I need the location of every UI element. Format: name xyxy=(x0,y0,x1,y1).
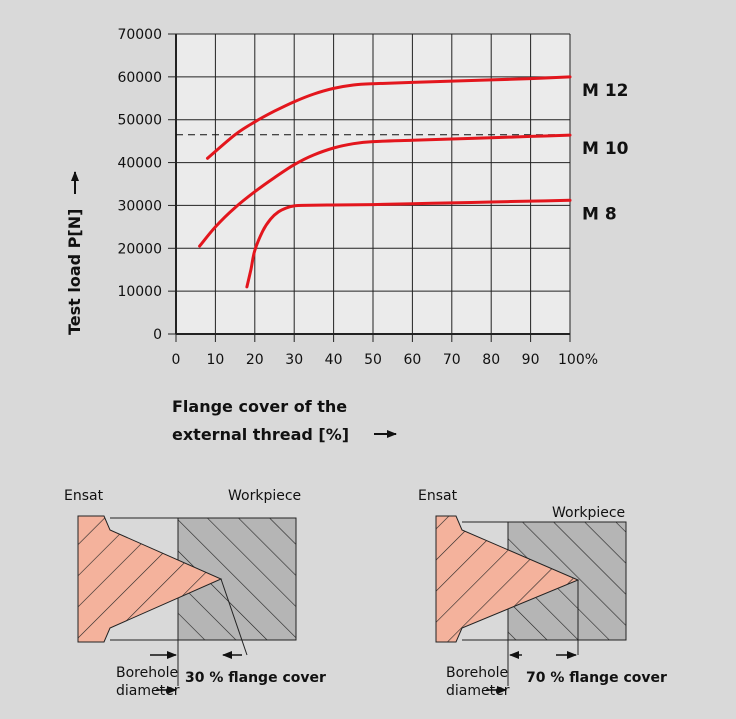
y-tick-label: 70000 xyxy=(117,27,162,43)
flange-cover-label: 70 % flange cover xyxy=(526,670,667,686)
test-load-chart: 0 10 20 30 40 50 60 70 80 90 100% 0 10000 20000 30000… xyxy=(65,27,629,444)
x-tick-label: 0 xyxy=(172,352,181,368)
ensat-label: Ensat xyxy=(418,488,458,504)
x-tick-label: 30 xyxy=(285,352,303,368)
ensat-insert-section xyxy=(77,515,223,643)
y-tick-label: 10000 xyxy=(117,284,162,300)
curves xyxy=(198,75,572,289)
y-tick-label: 40000 xyxy=(117,156,162,172)
borehole-label-line1: Borehole xyxy=(446,665,508,681)
curve-labels: M 12 M 10 M 8 xyxy=(582,81,629,224)
workpiece-label: Workpiece xyxy=(552,505,625,521)
x-tick-label: 100% xyxy=(558,352,598,368)
x-axis-title-line2: external thread [%] xyxy=(172,425,349,444)
y-tick-label: 30000 xyxy=(117,198,162,214)
x-tick-label: 70 xyxy=(443,352,461,368)
curve-m12 xyxy=(206,75,572,160)
y-tick-label: 60000 xyxy=(117,70,162,86)
flange-cover-30-diagram: Ensat Workpiece Borehole diameter 30 % f… xyxy=(64,488,326,699)
x-tick-label: 50 xyxy=(364,352,382,368)
flange-cover-label: 30 % flange cover xyxy=(185,670,326,686)
y-tick-label: 20000 xyxy=(117,241,162,257)
x-tick-labels: 0 10 20 30 40 50 60 70 80 90 100% xyxy=(172,352,598,368)
flange-cover-70-diagram: Ensat Workpiece Borehole diameter 70 % f… xyxy=(418,488,667,699)
curve-m10 xyxy=(198,133,572,248)
grid xyxy=(168,33,571,342)
curve-label: M 10 xyxy=(582,139,629,159)
y-tick-labels: 0 10000 20000 30000 40000 50000 60000 70000 xyxy=(117,27,162,343)
y-axis-title: Test load P[N] xyxy=(65,209,84,335)
x-tick-label: 80 xyxy=(482,352,500,368)
x-tick-label: 40 xyxy=(325,352,343,368)
curve-m8 xyxy=(245,198,572,289)
y-tick-label: 50000 xyxy=(117,113,162,129)
x-tick-label: 10 xyxy=(206,352,224,368)
borehole-label-line2: diameter xyxy=(116,683,180,699)
x-tick-label: 60 xyxy=(403,352,421,368)
curve-label: M 8 xyxy=(582,204,617,224)
workpiece-label: Workpiece xyxy=(228,488,301,504)
y-tick-label: 0 xyxy=(153,327,162,343)
ensat-insert-section xyxy=(435,515,580,643)
flange-lead-line xyxy=(220,578,248,656)
x-tick-label: 90 xyxy=(522,352,540,368)
x-axis-title-line1: Flange cover of the xyxy=(172,397,347,416)
x-tick-label: 20 xyxy=(246,352,264,368)
borehole-label-line1: Borehole xyxy=(116,665,178,681)
curve-label: M 12 xyxy=(582,81,629,101)
borehole-label-line2: diameter xyxy=(446,683,510,699)
ensat-label: Ensat xyxy=(64,488,104,504)
